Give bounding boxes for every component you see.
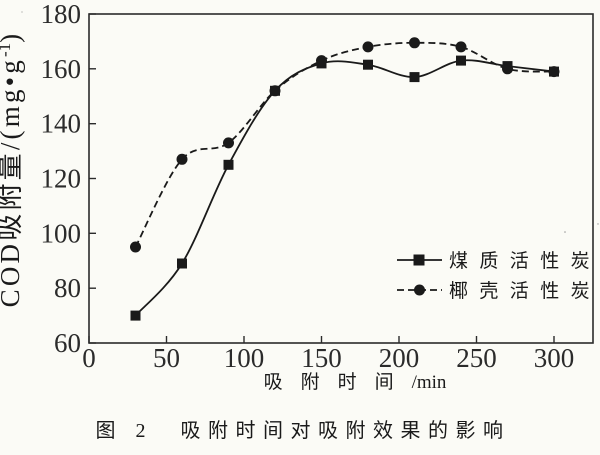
svg-text:COD吸附量/(mg•g-1): COD吸附量/(mg•g-1): [0, 31, 25, 308]
svg-text:图 2 吸附时间对吸附效果的影响: 图 2 吸附时间对吸附效果的影响: [96, 419, 511, 442]
svg-text:250: 250: [456, 343, 497, 373]
svg-text:180: 180: [41, 0, 82, 29]
svg-text:煤质活性炭: 煤质活性炭: [449, 250, 600, 272]
svg-text:100: 100: [41, 218, 82, 248]
svg-text:80: 80: [54, 273, 81, 303]
svg-text:椰壳活性炭: 椰壳活性炭: [449, 280, 600, 302]
svg-text:120: 120: [41, 164, 82, 194]
svg-text:140: 140: [41, 109, 82, 139]
svg-text:200: 200: [379, 343, 420, 373]
svg-text:吸附时间/min: 吸附时间/min: [264, 371, 447, 393]
svg-text:300: 300: [534, 343, 575, 373]
svg-text:50: 50: [153, 343, 180, 373]
svg-text:150: 150: [301, 343, 342, 373]
svg-text:0: 0: [82, 343, 96, 373]
svg-text:160: 160: [41, 54, 82, 84]
svg-text:100: 100: [224, 343, 265, 373]
svg-text:60: 60: [54, 328, 81, 358]
